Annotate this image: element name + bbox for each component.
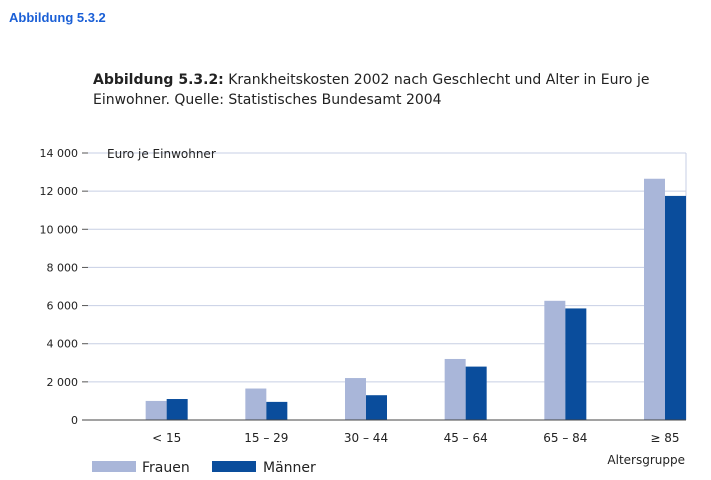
x-category-label: 30 – 44 [344, 431, 388, 445]
bar-maenner [465, 366, 487, 420]
caption-line-1: Krankheitskosten 2002 nach Geschlecht un… [223, 72, 650, 88]
y-tick-label: 8 000 [47, 261, 79, 274]
x-axis-label: Altersgruppe [607, 453, 685, 467]
grid-lines [88, 152, 687, 420]
bar-maenner [565, 308, 587, 420]
y-axis-ticks: 0 2 000 4 000 6 000 8 000 10 000 12 000 14 000 [40, 147, 88, 427]
x-axis-categories: < 15 15 – 29 30 – 44 45 – 64 65 – 84 ≥ 85 [152, 431, 679, 445]
y-tick-label: 10 000 [40, 223, 79, 236]
bar-maenner [166, 399, 188, 420]
x-category-label: 45 – 64 [444, 431, 488, 445]
page-heading: Abbildung 5.3.2 [9, 10, 106, 25]
y-tick-label: 0 [71, 414, 78, 427]
y-tick-label: 14 000 [40, 147, 79, 160]
bar-maenner [266, 401, 288, 420]
caption-label: Abbildung 5.3.2: [93, 72, 224, 88]
y-axis-label: Euro je Einwohner [107, 147, 216, 161]
x-category-label: ≥ 85 [650, 431, 679, 445]
bar-maenner [665, 195, 686, 420]
caption-line-2: Einwohner. Quelle: Statistisches Bundesa… [93, 92, 442, 108]
legend-label: Frauen [142, 460, 190, 476]
bar-frauen [345, 378, 366, 420]
legend: Frauen Männer [92, 460, 316, 476]
bar-frauen [444, 358, 466, 420]
x-category-label: 65 – 84 [543, 431, 587, 445]
bars [82, 178, 686, 421]
bar-frauen [644, 178, 665, 420]
y-tick-label: 12 000 [40, 185, 79, 198]
x-category-label: 15 – 29 [244, 431, 288, 445]
bar-maenner [366, 395, 387, 420]
legend-label: Männer [263, 460, 316, 476]
y-tick-label: 2 000 [47, 376, 79, 389]
bar-frauen [544, 300, 566, 420]
legend-swatch [212, 461, 256, 472]
y-tick-label: 4 000 [47, 338, 79, 351]
bar-frauen [145, 400, 167, 420]
figure-caption: Abbildung 5.3.2: Krankheitskosten 2002 n… [93, 70, 693, 110]
x-category-label: < 15 [152, 431, 181, 445]
bar-frauen [245, 388, 267, 420]
legend-swatch [92, 461, 136, 472]
y-tick-label: 6 000 [47, 300, 79, 313]
